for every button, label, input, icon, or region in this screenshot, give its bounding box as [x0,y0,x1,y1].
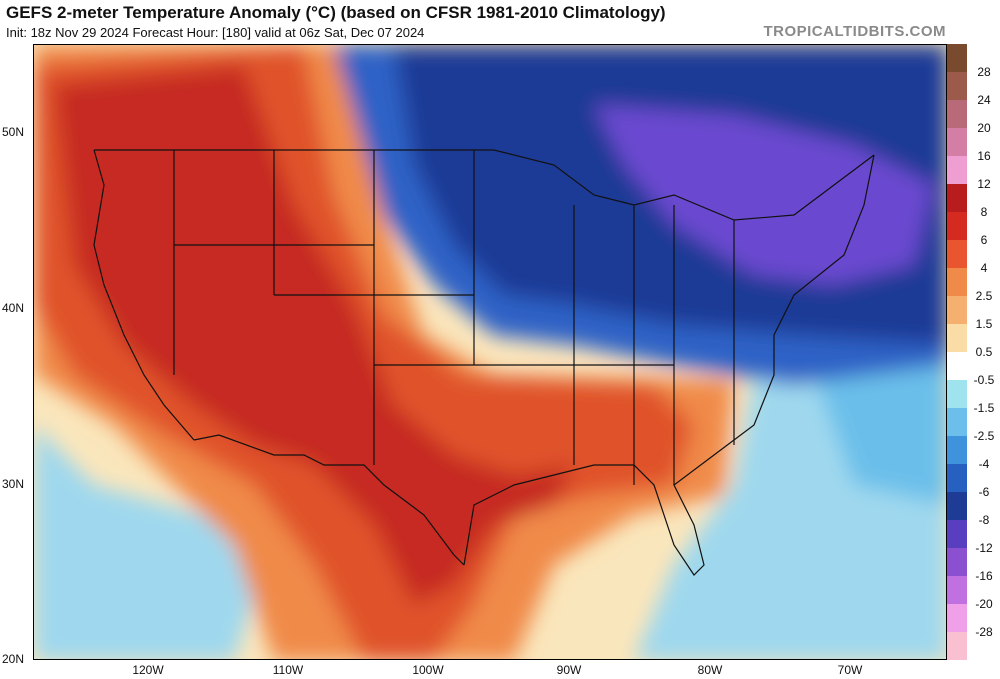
legend-label: -4 [978,457,990,471]
legend-swatch [947,436,967,464]
legend-swatch-row [947,268,1000,296]
legend-label: -2.5 [973,429,995,443]
legend-swatch-row [947,548,1000,576]
legend-swatch-row [947,380,1000,408]
legend-swatch [947,324,967,352]
us-west-coast [93,149,195,441]
legend-swatch-row [947,72,1000,100]
legend-swatch-row [947,436,1000,464]
legend-swatch [947,212,967,240]
us-canada-border [94,149,875,221]
legend-swatch [947,296,967,324]
legend-label: 12 [977,177,991,191]
legend-label: -0.5 [973,373,995,387]
legend-label: 16 [977,149,991,163]
lon-label-100w: 100W [412,663,444,677]
legend-swatch [947,352,967,380]
legend-label: 4 [980,261,988,275]
legend-label: -12 [975,541,993,555]
legend-label: -6 [978,485,990,499]
lat-label-40n: 40N [2,301,25,315]
legend-swatch [947,100,967,128]
legend-swatch-row [947,212,1000,240]
legend-swatch [947,604,967,632]
warm-anomaly-core [54,65,574,605]
legend-label: 0.5 [975,345,993,359]
legend-swatch-row [947,240,1000,268]
us-mexico-border [193,434,465,566]
legend-label: -20 [975,597,993,611]
legend-swatch-row [947,44,1000,72]
legend-swatch [947,380,967,408]
legend-swatch-row [947,296,1000,324]
legend-label: 8 [980,205,988,219]
legend-swatch [947,520,967,548]
lon-label-120w: 120W [132,663,164,677]
cold-atlantic-region [814,355,946,505]
legend-swatch-row [947,520,1000,548]
anomaly-map [34,45,946,659]
legend-swatch-row [947,632,1000,660]
color-legend: 28 24 20 16 12 8 6 4 2.5 1.5 0.5 -0.5 -1.5 -2.5 -4 -6 -8… [947,44,1000,660]
legend-swatch [947,464,967,492]
legend-swatch [947,128,967,156]
chart-title: GEFS 2-meter Temperature Anomaly (°C) (b… [6,3,666,22]
lat-label-30n: 30N [2,477,25,491]
legend-swatch [947,576,967,604]
legend-swatch-row [947,100,1000,128]
legend-swatch [947,240,967,268]
legend-swatch [947,184,967,212]
us-east-coast [463,154,875,576]
political-borders [93,149,875,576]
lat-label-50n: 50N [2,125,25,139]
legend-swatch [947,44,967,72]
legend-swatch-row [947,156,1000,184]
legend-label: -28 [975,625,993,639]
legend-swatch-row [947,492,1000,520]
legend-swatch-row [947,408,1000,436]
legend-swatch-row [947,576,1000,604]
legend-swatch [947,268,967,296]
legend-swatch-row [947,324,1000,352]
lon-label-80w: 80W [697,663,723,677]
lon-label-90w: 90W [556,663,582,677]
legend-label: 1.5 [975,317,993,331]
legend-label: -16 [975,569,993,583]
cold-anomaly-purple [594,105,934,285]
state-line-1 [173,150,735,485]
map-panel [33,44,947,660]
lat-label-20n: 20N [2,652,25,666]
cool-pacific-region [34,425,264,659]
legend-swatch-row [947,128,1000,156]
legend-swatch [947,632,967,660]
legend-swatch-row [947,464,1000,492]
legend-swatch [947,408,967,436]
legend-swatch-row [947,604,1000,632]
legend-swatch [947,548,967,576]
legend-label: 20 [977,121,991,135]
legend-swatch-row [947,184,1000,212]
legend-swatch-row [947,352,1000,380]
chart-subtitle: Init: 18z Nov 29 2024 Forecast Hour: [18… [6,25,425,40]
legend-label: 28 [977,65,991,79]
legend-label: -8 [978,513,990,527]
legend-label: 2.5 [975,289,993,303]
legend-swatch [947,492,967,520]
legend-label: -1.5 [973,401,995,415]
lon-label-110w: 110W [272,663,304,677]
legend-label: 24 [977,93,991,107]
legend-label: 6 [980,233,988,247]
lon-label-70w: 70W [837,663,863,677]
brand-watermark: TROPICALTIDBITS.COM [763,23,946,40]
legend-swatch [947,156,967,184]
legend-swatch [947,72,967,100]
